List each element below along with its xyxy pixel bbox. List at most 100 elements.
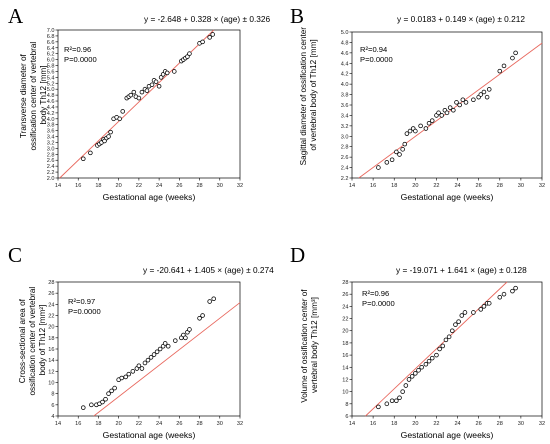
data-point xyxy=(384,401,390,407)
x-tick-label: 16 xyxy=(75,183,81,189)
data-point xyxy=(200,313,205,318)
data-point xyxy=(501,291,507,297)
y-tick-label: 4.8 xyxy=(47,93,55,99)
y-tick-label: 5.0 xyxy=(341,30,349,36)
data-point xyxy=(130,369,136,374)
data-point xyxy=(165,343,171,349)
panel-letter-b: B xyxy=(290,4,304,28)
data-point xyxy=(486,87,492,92)
data-point xyxy=(88,150,93,156)
data-point xyxy=(389,157,395,163)
data-point xyxy=(443,337,449,343)
data-point xyxy=(484,94,490,100)
y-tick-label: 6.0 xyxy=(47,58,55,64)
x-tick-label: 30 xyxy=(217,183,223,189)
x-tick-label: 32 xyxy=(539,183,545,189)
ylabel-c-line-1: Cross-sectional area of xyxy=(18,298,27,383)
x-tick-label: 20 xyxy=(116,421,122,427)
data-point xyxy=(81,405,86,410)
x-tick-label: 22 xyxy=(433,421,439,427)
ylabel-c: Cross-sectional area of ossification cen… xyxy=(18,284,47,395)
data-point xyxy=(407,128,413,134)
data-point xyxy=(459,313,465,318)
x-tick-label: 28 xyxy=(196,183,202,189)
data-point xyxy=(197,316,202,321)
y-tick-label: 3.6 xyxy=(47,129,55,135)
stat-r2-b: R²=0.94 xyxy=(360,45,387,54)
y-tick-label: 3.0 xyxy=(47,146,55,152)
y-tick-label: 6.8 xyxy=(47,34,55,40)
ylabel-b: Sagittal diameter of ossification center… xyxy=(299,25,318,166)
stats-d: R²=0.96 P=0.0000 xyxy=(362,289,395,308)
x-tick-label: 28 xyxy=(497,183,503,189)
y-tick-label: 5.8 xyxy=(47,64,55,70)
fit-line-b xyxy=(358,42,543,179)
data-point xyxy=(434,352,439,358)
x-tick-label: 26 xyxy=(476,421,482,427)
data-point xyxy=(81,156,86,162)
data-point xyxy=(471,310,476,315)
data-point xyxy=(513,50,518,56)
ylabel-a-line-1: Transverse diameter of xyxy=(19,53,28,138)
x-tick-label: 22 xyxy=(433,183,439,189)
x-tick-label: 24 xyxy=(454,183,460,189)
data-point xyxy=(142,360,148,366)
data-point xyxy=(444,110,450,116)
data-point xyxy=(447,105,453,110)
x-tick-label: 20 xyxy=(116,183,122,189)
data-point xyxy=(423,361,429,367)
x-tick-label: 14 xyxy=(55,421,61,427)
y-tick-label: 3.6 xyxy=(341,103,349,109)
y-tick-label: 10 xyxy=(342,390,348,396)
x-tick-label: 18 xyxy=(391,421,397,427)
y-tick-label: 2.6 xyxy=(341,155,349,161)
x-tick-label: 16 xyxy=(370,183,376,189)
data-point xyxy=(210,32,215,37)
data-point xyxy=(187,327,192,332)
x-tick-label: 24 xyxy=(156,183,162,189)
data-point xyxy=(457,102,462,108)
y-tick-label: 28 xyxy=(342,280,348,286)
y-tick-label: 5.6 xyxy=(47,69,55,75)
y-tick-label: 3.8 xyxy=(341,93,349,99)
xlabel-c: Gestational age (weeks) xyxy=(103,430,196,440)
y-tick-label: 2.8 xyxy=(47,152,55,158)
y-tick-label: 3.4 xyxy=(47,135,55,141)
data-point xyxy=(106,391,111,396)
data-point xyxy=(102,138,107,144)
data-point xyxy=(453,322,458,327)
data-point xyxy=(123,374,129,380)
data-point xyxy=(400,389,405,394)
data-point xyxy=(157,346,163,352)
data-point xyxy=(117,116,122,122)
equation-b: y = 0.0183 + 0.149 × (age) ± 0.212 xyxy=(397,14,525,24)
data-point xyxy=(450,328,455,334)
y-tick-label: 16 xyxy=(342,353,348,359)
y-tick-label: 18 xyxy=(342,341,348,347)
points-b xyxy=(376,50,518,170)
data-point xyxy=(112,385,117,391)
data-point xyxy=(394,398,399,404)
stat-r2-a: R²=0.96 xyxy=(64,45,91,54)
data-point xyxy=(478,92,484,97)
data-point xyxy=(172,69,177,74)
plot-frame-d xyxy=(351,281,543,417)
data-point xyxy=(463,100,469,105)
data-point xyxy=(510,55,515,61)
y-tick-label: 4.6 xyxy=(341,51,349,57)
ylabel-a-line-2: ossification center of vertebral xyxy=(29,42,38,151)
data-point xyxy=(160,72,166,77)
x-tick-label: 22 xyxy=(136,183,142,189)
ylabel-b-line-1: Sagittal diameter of ossification center xyxy=(299,27,308,166)
data-point xyxy=(429,355,435,361)
x-tick-label: 32 xyxy=(237,183,243,189)
data-point xyxy=(439,113,444,118)
data-point xyxy=(513,285,518,291)
stat-r2-c: R²=0.97 xyxy=(68,297,95,306)
data-point xyxy=(418,123,423,129)
y-tick-label: 3.2 xyxy=(341,124,349,130)
data-point xyxy=(456,319,461,324)
y-tick-label: 6.2 xyxy=(47,52,55,58)
y-tick-label: 4.8 xyxy=(341,40,349,46)
data-point xyxy=(429,118,435,123)
